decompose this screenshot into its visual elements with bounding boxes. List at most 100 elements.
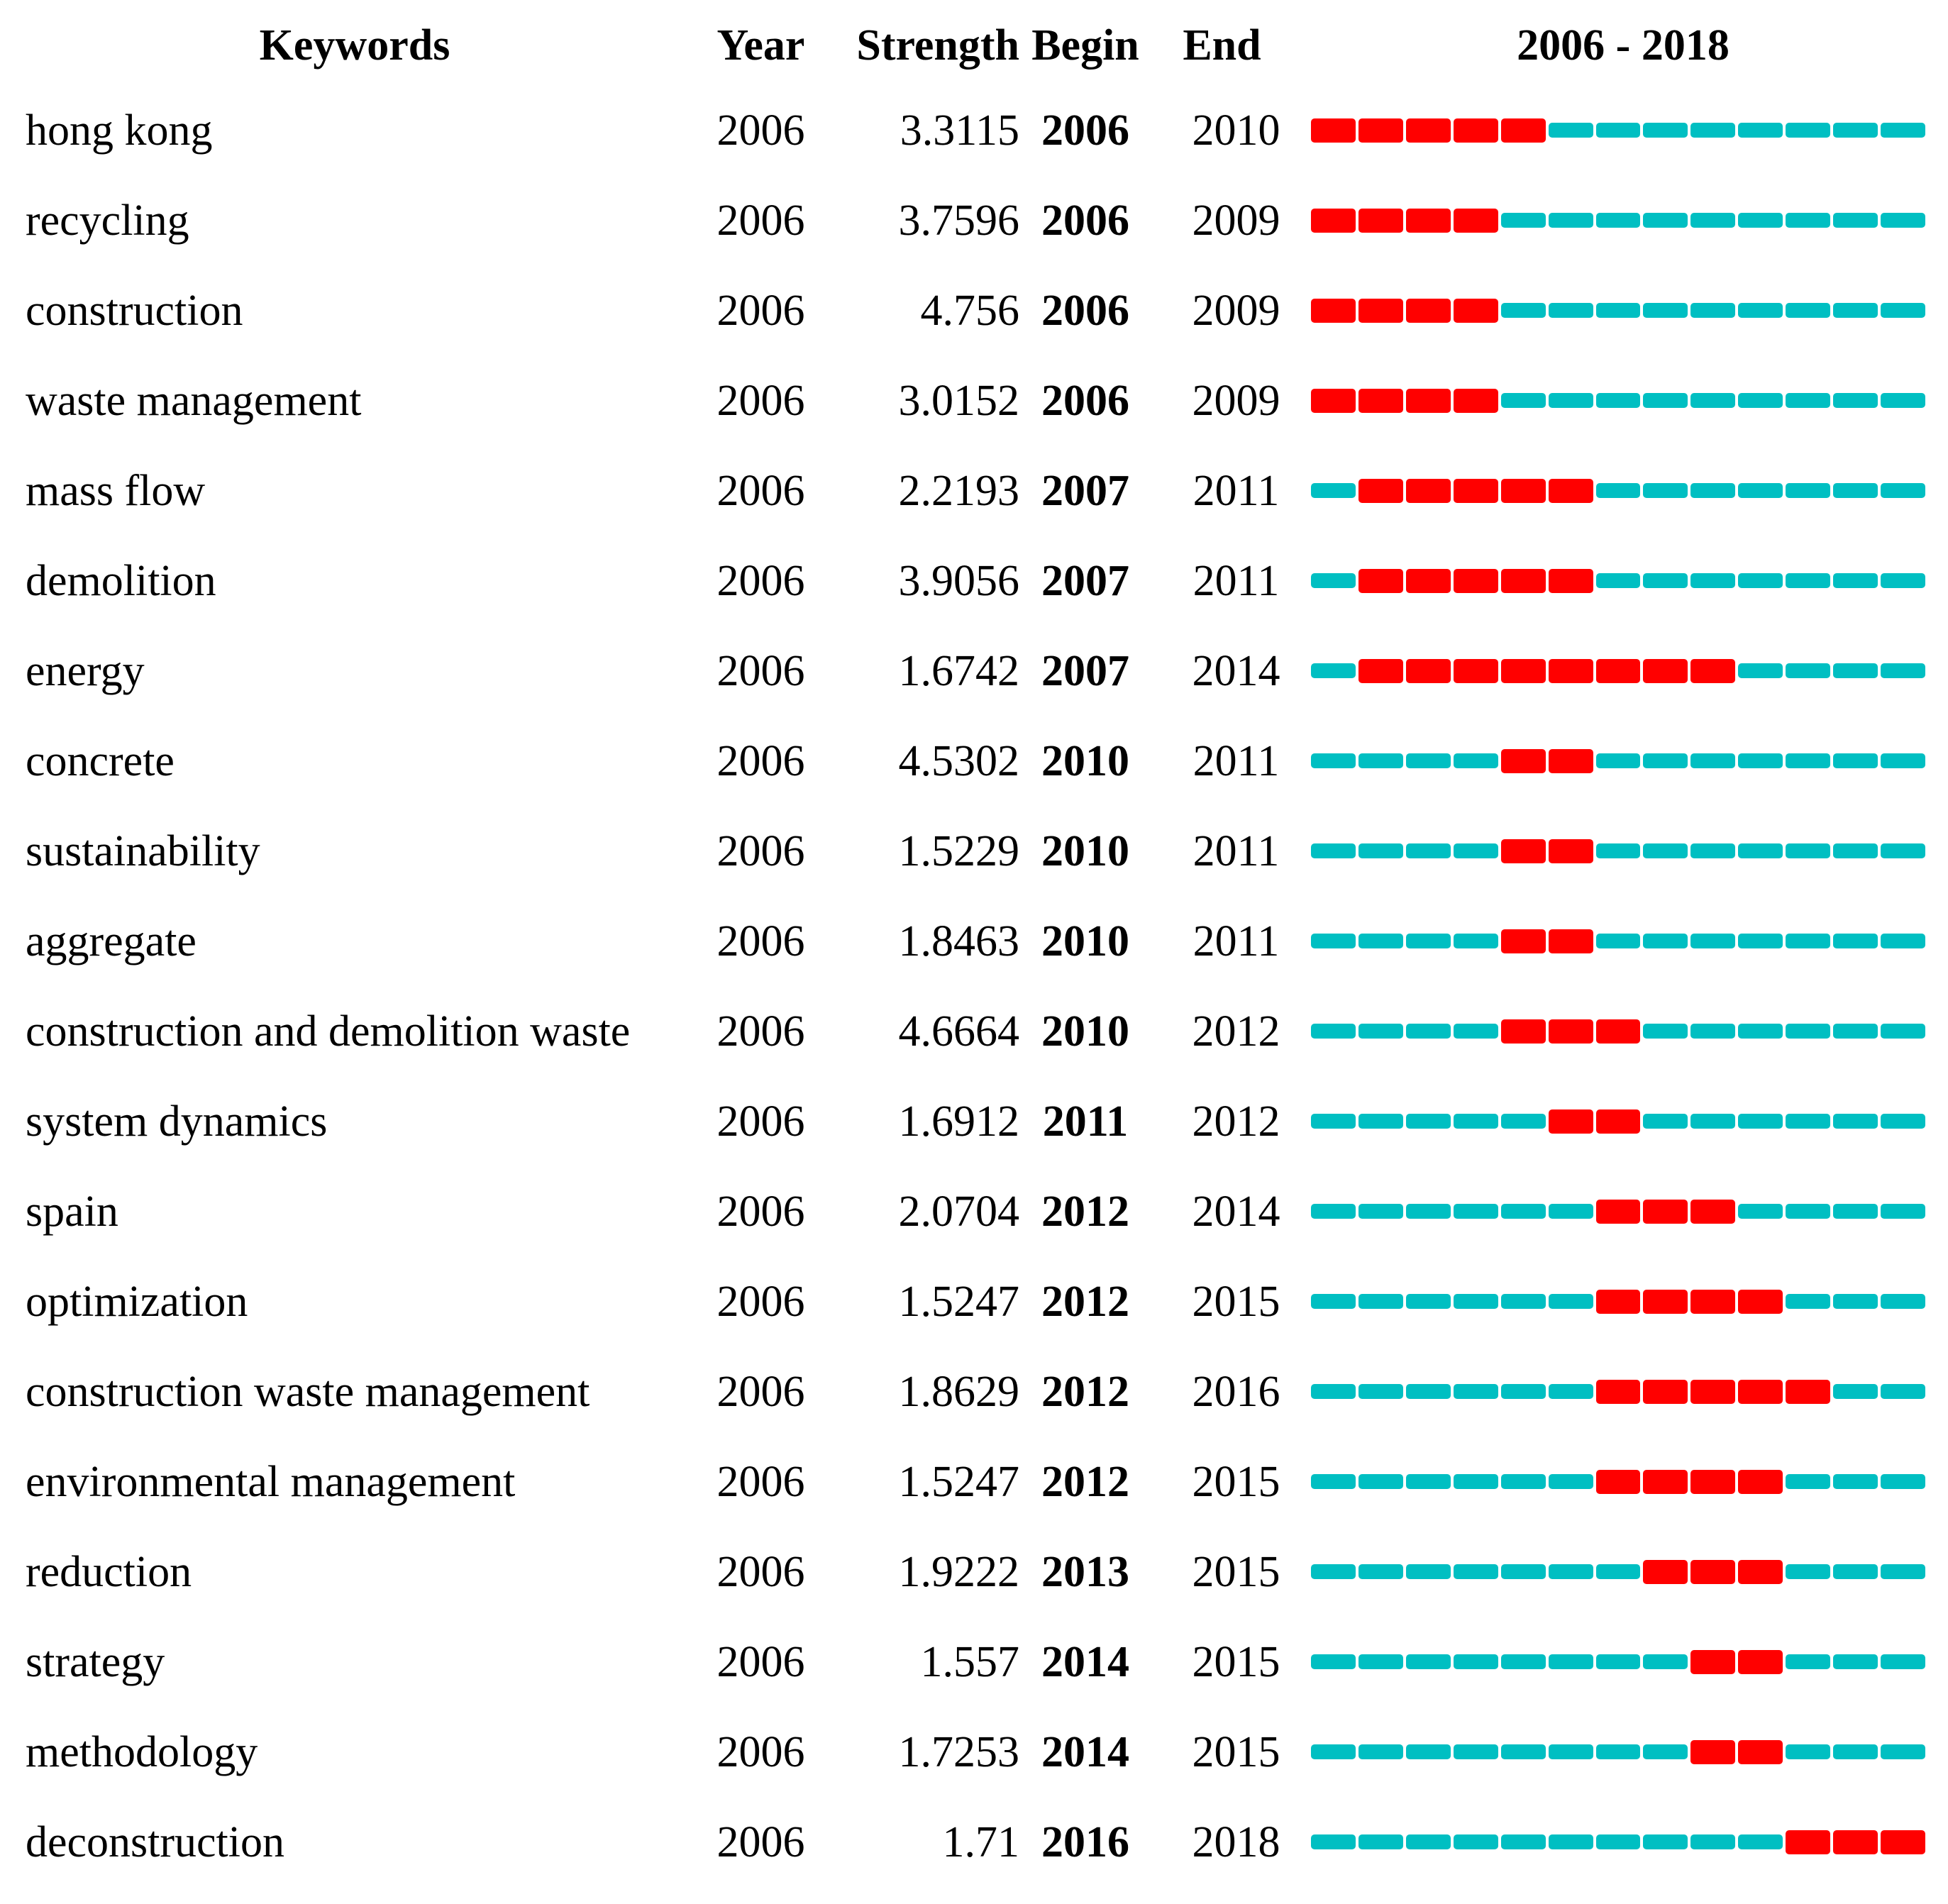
begin-cell: 2007 [1041, 646, 1129, 695]
baseline-year-segment [1881, 1384, 1925, 1399]
begin-cell: 2014 [1041, 1727, 1129, 1776]
year-cell: 2006 [716, 1817, 805, 1866]
begin-cell: 2012 [1041, 1277, 1129, 1326]
baseline-year-segment [1786, 1474, 1831, 1489]
baseline-year-segment [1833, 1384, 1878, 1399]
burst-timeline-bar [1311, 748, 1925, 773]
baseline-year-segment [1405, 1384, 1451, 1399]
burst-year-segment [1786, 1830, 1831, 1854]
baseline-year-segment [1595, 753, 1641, 768]
burst-year-segment [1405, 568, 1451, 593]
timeline-cell [1298, 1109, 1948, 1134]
table-row: aggregate 2006 1.8463 2010 2011 [0, 896, 1948, 986]
baseline-year-segment [1595, 483, 1641, 498]
timeline-cell [1298, 1469, 1948, 1494]
burst-year-segment [1311, 388, 1356, 413]
end-cell: 2014 [1192, 1187, 1280, 1236]
burst-year-segment [1500, 568, 1546, 593]
burst-year-segment [1500, 929, 1546, 953]
burst-year-segment [1358, 118, 1403, 143]
begin-cell: 2014 [1041, 1637, 1129, 1686]
strength-cell: 1.71 [942, 1817, 1020, 1866]
baseline-year-segment [1358, 1294, 1403, 1309]
timeline-cell [1298, 929, 1948, 953]
keyword-cell: methodology [26, 1727, 258, 1776]
end-cell: 2016 [1192, 1367, 1280, 1416]
burst-year-segment [1500, 838, 1546, 863]
burst-timeline-bar [1311, 1469, 1925, 1494]
burst-year-segment [1548, 1109, 1593, 1134]
baseline-year-segment [1643, 1744, 1688, 1759]
burst-year-segment [1595, 1019, 1641, 1044]
baseline-year-segment [1358, 1024, 1403, 1039]
strength-cell: 1.8463 [898, 917, 1020, 965]
burst-year-segment [1833, 1830, 1878, 1854]
burst-year-segment [1311, 118, 1356, 143]
year-cell: 2006 [716, 286, 805, 335]
col-header-keywords: Keywords [259, 21, 450, 70]
burst-year-segment [1358, 388, 1403, 413]
timeline-cell [1298, 208, 1948, 233]
baseline-year-segment [1311, 753, 1356, 768]
year-cell: 2006 [716, 106, 805, 155]
burst-year-segment [1690, 1649, 1736, 1674]
burst-year-segment [1453, 478, 1498, 503]
year-cell: 2006 [716, 556, 805, 605]
baseline-year-segment [1786, 213, 1831, 228]
table-row: environmental management 2006 1.5247 2012 20… [0, 1437, 1948, 1527]
burst-year-segment [1738, 1379, 1783, 1404]
burst-year-segment [1595, 1289, 1641, 1314]
burst-year-segment [1311, 298, 1356, 323]
baseline-year-segment [1881, 1474, 1925, 1489]
keyword-cell: system dynamics [26, 1097, 328, 1146]
keyword-cell: waste management [26, 376, 362, 425]
timeline-cell [1298, 1199, 1948, 1224]
keyword-cell: construction waste management [26, 1367, 590, 1416]
baseline-year-segment [1738, 213, 1783, 228]
burst-year-segment [1738, 1559, 1783, 1584]
burst-year-segment [1643, 1469, 1688, 1494]
burst-year-segment [1643, 1199, 1688, 1224]
end-cell: 2015 [1192, 1457, 1280, 1506]
begin-cell: 2010 [1041, 917, 1129, 965]
year-cell: 2006 [716, 1007, 805, 1056]
baseline-year-segment [1500, 1744, 1546, 1759]
timeline-cell [1298, 118, 1948, 143]
burst-timeline-bar [1311, 388, 1925, 413]
baseline-year-segment [1881, 753, 1925, 768]
burst-year-segment [1786, 1379, 1831, 1404]
burst-year-segment [1358, 208, 1403, 233]
end-cell: 2018 [1192, 1817, 1280, 1866]
baseline-year-segment [1738, 483, 1783, 498]
baseline-year-segment [1405, 1474, 1451, 1489]
baseline-year-segment [1738, 753, 1783, 768]
table-header: Keywords Year Strength Begin End 2006 - … [0, 6, 1948, 85]
baseline-year-segment [1833, 303, 1878, 318]
burst-timeline-bar [1311, 1289, 1925, 1314]
baseline-year-segment [1786, 393, 1831, 408]
table-row: demolition 2006 3.9056 2007 2011 [0, 536, 1948, 626]
baseline-year-segment [1500, 1294, 1546, 1309]
begin-cell: 2006 [1041, 376, 1129, 425]
baseline-year-segment [1595, 1834, 1641, 1849]
begin-cell: 2010 [1041, 736, 1129, 785]
baseline-year-segment [1833, 123, 1878, 138]
baseline-year-segment [1881, 483, 1925, 498]
baseline-year-segment [1690, 123, 1736, 138]
baseline-year-segment [1690, 1114, 1736, 1129]
baseline-year-segment [1833, 1474, 1878, 1489]
table-row: mass flow 2006 2.2193 2007 2011 [0, 445, 1948, 536]
baseline-year-segment [1405, 1294, 1451, 1309]
burst-year-segment [1690, 1289, 1736, 1314]
baseline-year-segment [1405, 1744, 1451, 1759]
baseline-year-segment [1311, 573, 1356, 588]
baseline-year-segment [1311, 1744, 1356, 1759]
burst-year-segment [1595, 1199, 1641, 1224]
timeline-cell [1298, 658, 1948, 683]
baseline-year-segment [1833, 213, 1878, 228]
baseline-year-segment [1690, 393, 1736, 408]
baseline-year-segment [1311, 483, 1356, 498]
baseline-year-segment [1548, 393, 1593, 408]
end-cell: 2011 [1192, 736, 1280, 785]
baseline-year-segment [1881, 1564, 1925, 1579]
